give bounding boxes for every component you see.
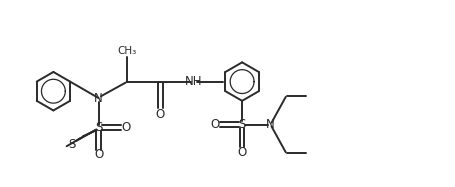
Text: O: O (121, 121, 131, 134)
Text: N: N (266, 118, 274, 131)
Text: O: O (238, 146, 247, 159)
Text: O: O (94, 148, 103, 161)
Text: N: N (94, 92, 103, 105)
Text: S: S (68, 138, 76, 151)
Text: NH: NH (185, 75, 202, 88)
Text: CH₃: CH₃ (117, 46, 137, 56)
Text: O: O (210, 118, 219, 131)
Text: S: S (238, 118, 246, 131)
Text: O: O (156, 108, 165, 121)
Text: S: S (95, 121, 102, 134)
